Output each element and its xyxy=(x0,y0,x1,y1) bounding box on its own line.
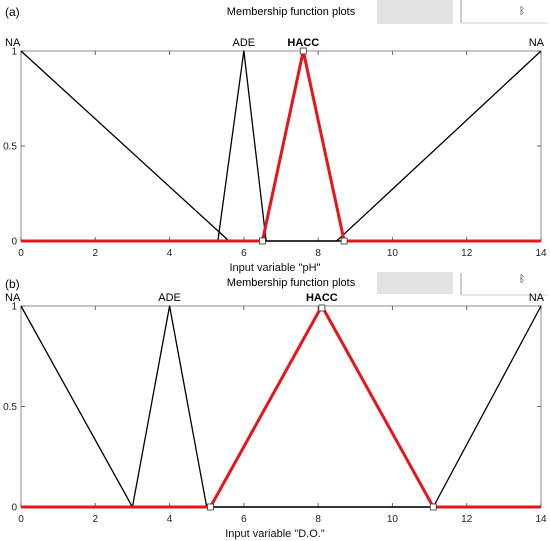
series-na-line xyxy=(20,50,541,242)
plot-area xyxy=(20,305,542,508)
y-tick-label: 0 xyxy=(11,503,17,514)
series-hacc-line xyxy=(21,49,541,243)
x-tick-label: 12 xyxy=(461,514,473,525)
series-hacc-line xyxy=(21,304,541,509)
series-na-label-left: NA xyxy=(5,292,21,304)
series-ade-label: ADE xyxy=(233,37,256,49)
series-na-line-right xyxy=(21,50,542,242)
x-tick-label: 4 xyxy=(167,248,173,259)
y-tick-label: 0 xyxy=(11,237,17,248)
series-na-label-left: NA xyxy=(5,37,21,49)
x-tick-label: 14 xyxy=(535,514,547,525)
x-tick-label: 0 xyxy=(18,248,24,259)
header-button xyxy=(377,272,453,294)
corner-mark: ᛒ xyxy=(519,274,525,285)
chart-title: Membership function plots xyxy=(227,6,356,18)
header-button xyxy=(377,0,453,24)
y-tick-label: 0.5 xyxy=(3,402,17,413)
y-tick-label: 1 xyxy=(11,302,17,313)
series-hacc-marker xyxy=(207,503,214,511)
series-hacc-marker xyxy=(259,237,266,245)
x-tick-label: 6 xyxy=(241,514,247,525)
plot-area xyxy=(20,50,542,242)
series-na-line-right xyxy=(21,305,542,508)
x-axis-label: Input variable "pH" xyxy=(230,262,321,274)
panel-label: (b) xyxy=(5,277,20,291)
x-tick-label: 0 xyxy=(18,514,24,525)
series-hacc-label: HACC xyxy=(287,37,319,49)
corner-mark: ᛒ xyxy=(519,6,525,17)
x-tick-label: 8 xyxy=(315,514,321,525)
series-ade-line xyxy=(21,305,541,508)
series-na-label-right: NA xyxy=(529,292,545,304)
x-tick-label: 12 xyxy=(461,248,473,259)
series-ade-label: ADE xyxy=(158,292,181,304)
chart-title: Membership function plots xyxy=(227,277,356,289)
series-hacc-label: HACC xyxy=(306,292,338,304)
series-hacc-marker xyxy=(429,503,437,511)
x-axis-label: Input variable "D.O." xyxy=(225,528,325,540)
x-tick-label: 10 xyxy=(387,248,399,259)
panel-label: (a) xyxy=(5,5,20,19)
x-tick-label: 4 xyxy=(167,514,173,525)
series-hacc-marker xyxy=(318,304,326,312)
y-tick-label: 0.5 xyxy=(3,142,17,153)
y-tick-label: 1 xyxy=(11,47,17,58)
x-tick-label: 8 xyxy=(315,248,321,259)
x-tick-label: 2 xyxy=(93,248,99,259)
series-ade-line xyxy=(21,50,541,242)
series-na-label-right: NA xyxy=(529,37,545,49)
x-tick-label: 2 xyxy=(93,514,99,525)
x-tick-label: 10 xyxy=(387,514,399,525)
series-hacc-marker xyxy=(340,237,348,245)
x-tick-label: 14 xyxy=(535,248,547,259)
x-tick-label: 6 xyxy=(241,248,247,259)
series-na-line xyxy=(20,305,541,508)
series-hacc-marker xyxy=(299,47,307,55)
